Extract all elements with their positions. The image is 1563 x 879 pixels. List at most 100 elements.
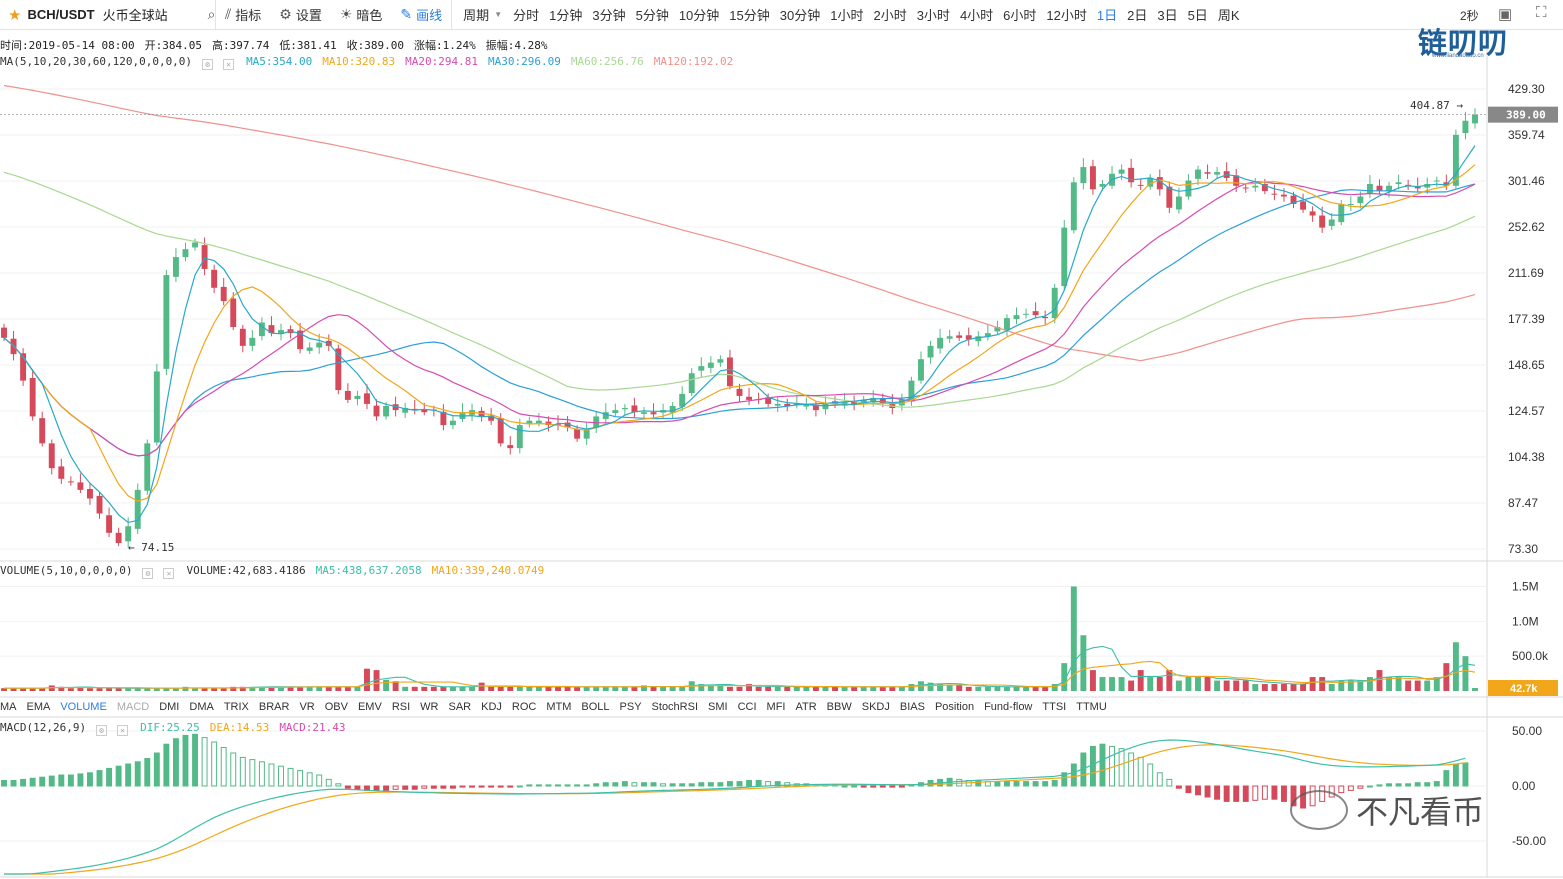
candle-body: [87, 489, 93, 499]
close-icon[interactable]: ✕: [163, 568, 175, 579]
indicator-tab-sar[interactable]: SAR: [448, 701, 472, 713]
refresh-interval[interactable]: 2秒: [1460, 9, 1479, 23]
close-icon[interactable]: ✕: [117, 725, 129, 736]
indicator-tab-ttmu[interactable]: TTMU: [1076, 701, 1107, 713]
indicator-tab-position[interactable]: Position: [934, 701, 975, 713]
period-1[interactable]: 1分钟: [549, 8, 583, 23]
indicator-tab-obv[interactable]: OBV: [324, 701, 348, 713]
macd-bar: [459, 785, 466, 788]
indicator-tab-stochrsi[interactable]: StochRSI: [651, 701, 699, 713]
volume-bar: [946, 685, 953, 691]
chevron-down-icon[interactable]: ▼: [494, 10, 503, 19]
chat-bubble-icon: [1290, 790, 1348, 830]
period-3[interactable]: 5分钟: [635, 8, 669, 23]
volume-bar: [812, 686, 819, 691]
settings-button[interactable]: ⚙ 设置: [270, 0, 331, 30]
period-8[interactable]: 2小时: [873, 8, 907, 23]
indicator-tab-bbw[interactable]: BBW: [826, 701, 852, 713]
period-4[interactable]: 10分钟: [678, 8, 720, 23]
draw-line-button[interactable]: ✎ 画线: [391, 0, 451, 30]
candle-body: [679, 393, 686, 407]
candle-body: [220, 286, 227, 302]
close-icon[interactable]: ✕: [223, 59, 235, 70]
symbol-selector[interactable]: ★ BCH/USDT 火币全球站 ⌕: [0, 5, 215, 24]
indicator-tab-brar[interactable]: BRAR: [258, 701, 290, 713]
period-5[interactable]: 15分钟: [729, 8, 770, 23]
indicator-tab-smi[interactable]: SMI: [708, 701, 728, 713]
indicator-tab-mfi[interactable]: MFI: [766, 701, 786, 713]
indicator-tab-skdj[interactable]: SKDJ: [861, 701, 890, 713]
macd-bar: [879, 785, 886, 788]
macd-bar: [449, 785, 456, 789]
volume-bar: [1080, 635, 1087, 691]
indicator-tab-bias[interactable]: BIAS: [899, 701, 925, 713]
indicator-tab-boll[interactable]: BOLL: [581, 701, 610, 713]
indicator-tab-volume[interactable]: VOLUME: [60, 701, 107, 713]
period-10[interactable]: 4小时: [959, 8, 994, 23]
macd-bar: [1003, 781, 1010, 787]
indicator-tab-dmi[interactable]: DMI: [159, 701, 180, 713]
period-7[interactable]: 1小时: [830, 8, 864, 23]
period-9[interactable]: 3小时: [916, 8, 950, 23]
indicator-tab-psy[interactable]: PSY: [619, 701, 642, 713]
indicator-tab-rsi[interactable]: RSI: [391, 701, 411, 713]
period-12[interactable]: 12小时: [1046, 8, 1087, 23]
volume-bar: [172, 688, 179, 691]
candle-body: [1080, 167, 1087, 184]
period-17[interactable]: 周K: [1217, 8, 1240, 23]
indicator-tab-ema[interactable]: EMA: [26, 701, 51, 713]
settings-small-icon[interactable]: ⚙: [96, 725, 108, 736]
indicator-tab-ttsi[interactable]: TTSI: [1042, 701, 1067, 713]
indicator-tab-fund-flow[interactable]: Fund-flow: [984, 701, 1033, 713]
period-menu-label[interactable]: 周期: [463, 8, 490, 23]
period-6[interactable]: 30分钟: [779, 8, 821, 23]
macd-bar: [621, 781, 628, 787]
period-16[interactable]: 5日: [1187, 8, 1208, 23]
indicator-tab-emv[interactable]: EMV: [357, 701, 382, 713]
indicator-button[interactable]: ⫽ 指标: [216, 0, 270, 30]
indicator-tab-wr[interactable]: WR: [420, 701, 439, 713]
camera-icon[interactable]: ▣: [1498, 6, 1513, 23]
indicator-tab-kdj[interactable]: KDJ: [481, 701, 502, 713]
indicator-tab-mtm[interactable]: MTM: [546, 701, 572, 713]
volume-bar: [1223, 680, 1230, 691]
favorite-star-icon[interactable]: ★: [8, 6, 22, 24]
fullscreen-icon[interactable]: ⛶: [1536, 4, 1547, 21]
indicator-tab-vr[interactable]: VR: [299, 701, 315, 713]
ma30-value: MA30:296.09: [488, 55, 561, 68]
volume-ma5-value: MA5:438,637.2058: [315, 564, 422, 577]
macd-bar: [182, 734, 189, 787]
macd-bar: [58, 774, 65, 787]
indicator-tab-roc[interactable]: ROC: [511, 701, 537, 713]
search-icon[interactable]: ⌕: [207, 6, 216, 22]
volume-bar: [535, 686, 542, 691]
volume-bar: [774, 686, 781, 691]
period-13[interactable]: 1日: [1096, 8, 1118, 23]
period-15[interactable]: 3日: [1157, 8, 1178, 23]
period-11[interactable]: 6小时: [1003, 8, 1037, 23]
settings-small-icon[interactable]: ⚙: [142, 568, 154, 579]
candle-body: [1089, 166, 1096, 190]
ma5-line: [3, 145, 1476, 524]
period-0[interactable]: 分时: [513, 8, 540, 23]
candle-body: [1003, 318, 1010, 330]
volume-bar: [937, 684, 944, 691]
volume-bar: [612, 686, 619, 691]
indicator-tab-macd[interactable]: MACD: [116, 701, 150, 713]
indicator-tab-atr[interactable]: ATR: [795, 701, 817, 713]
indicator-tab-ma[interactable]: MA: [0, 701, 17, 713]
indicator-tab-dma[interactable]: DMA: [189, 701, 214, 713]
dark-mode-button[interactable]: ☀ 暗色: [331, 0, 392, 30]
indicator-tab-trix[interactable]: TRIX: [223, 701, 249, 713]
candle-body: [449, 420, 456, 426]
candle-body: [497, 418, 504, 444]
macd-dea-value: DEA:14.53: [209, 721, 270, 734]
period-2[interactable]: 3分钟: [592, 8, 626, 23]
volume-bar: [669, 686, 676, 691]
period-14[interactable]: 2日: [1127, 8, 1148, 23]
indicator-tab-cci[interactable]: CCI: [737, 701, 757, 713]
settings-small-icon[interactable]: ⚙: [202, 59, 214, 70]
volume-bar: [1099, 677, 1106, 691]
volume-bar: [87, 688, 93, 691]
